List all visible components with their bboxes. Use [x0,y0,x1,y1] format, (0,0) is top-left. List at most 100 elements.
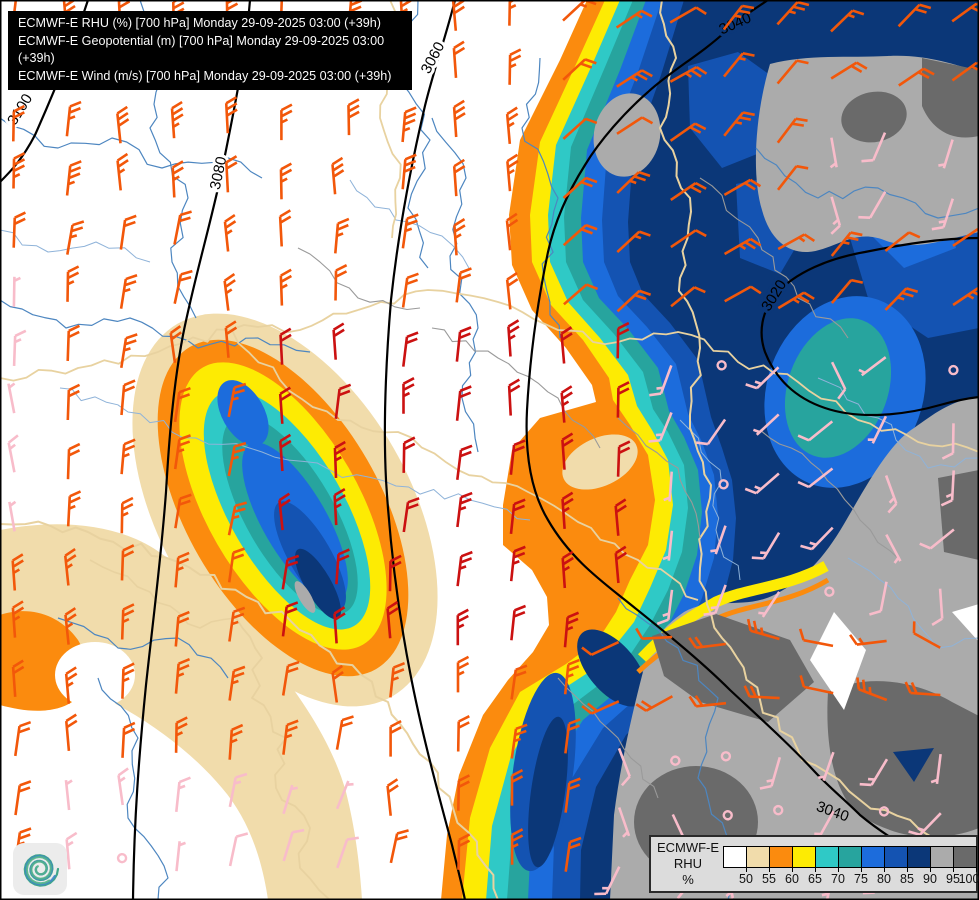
wind-barb [121,662,135,699]
wind-barb [119,214,137,250]
wind-barb [564,836,582,872]
colorbar-tick [769,868,770,872]
legend-unit-label: % [682,872,694,887]
wind-barb [117,767,129,806]
wind-barb [117,0,131,26]
wind-barb [228,606,246,642]
legend-labels: ECMWF-E RHU % [653,840,723,888]
wind-barb [175,776,191,813]
wind-barb [281,660,300,696]
wind-barb [830,361,847,400]
wind-barb [457,774,471,811]
wind-barb [453,218,466,256]
wind-barb [564,718,581,754]
wind-barb [746,618,780,641]
wind-barb [688,695,727,708]
colorbar-tick-label: 90 [923,872,937,886]
wind-barb [797,420,834,442]
wind-barb [758,591,781,618]
wind-barb [861,132,887,163]
wind-barb [669,66,708,83]
wind-barb [635,695,674,712]
wind-barb [228,723,244,760]
wind-barb [948,364,959,376]
wind-barb [120,379,136,416]
colorbar-cell [723,846,747,868]
wind-barb [743,685,780,700]
wind-barb [858,356,887,377]
wind-barb [169,325,182,363]
wind-barb [278,386,292,424]
wind-barb [65,100,82,137]
wind-barb [505,212,519,251]
wind-barb [562,176,598,199]
wind-barb [884,231,921,252]
wind-barb [594,866,621,896]
wind-barb [648,412,673,443]
wind-barb [723,178,762,197]
wind-barb [509,498,526,535]
colorbar-tick [792,868,793,872]
wind-barb [457,833,471,870]
wind-barb [333,487,346,526]
wind-barb [670,286,706,308]
wind-barb [456,715,470,752]
wind-barb [710,525,727,555]
wind-barb [656,589,674,626]
wind-barb [335,780,354,810]
colorbar-cell [930,846,954,868]
wind-barb [120,438,136,475]
wind-barb [455,385,472,421]
wind-barb [66,383,81,421]
wind-barb [563,283,599,306]
wind-barb [931,198,955,231]
wind-barb [389,719,402,757]
wind-barb [759,756,782,790]
wind-barb [561,491,574,529]
wind-barb [402,331,419,367]
colorbar-tick-label: 75 [854,872,868,886]
wind-barb [722,52,755,78]
wind-barb [456,655,470,693]
wind-barb [616,170,651,194]
colorbar-tick-label: 100 [958,872,979,886]
wind-barb [120,496,134,534]
wind-barb [175,841,186,872]
wind-barb [66,265,80,302]
wind-barb [908,812,942,837]
wind-barb [814,810,835,839]
wind-barb [456,608,469,646]
wind-barb [335,548,350,585]
wind-barb [227,382,247,418]
colorbar-tick-label: 80 [877,872,891,886]
wind-barb [856,677,888,702]
wind-barb [278,209,292,247]
wind-barb [776,0,810,26]
wind-barb [688,636,726,649]
wind-barb [282,784,298,815]
wind-barb [282,828,305,862]
wind-barb [228,832,249,867]
wind-barb [334,264,348,301]
wind-barb [228,665,246,701]
wind-barb [11,659,25,697]
wind-barb [919,528,955,550]
colorbar-cell [884,846,908,868]
colorbar-tick-label: 60 [785,872,799,886]
wind-barb [562,223,598,247]
wind-barb [174,716,188,753]
colorbar-tick [953,868,954,872]
wind-barb [824,586,835,597]
wind-barb [279,162,293,200]
wind-barb [402,436,416,473]
wind-barb [64,666,78,704]
wind-barb [505,106,519,145]
wind-barb [616,289,652,313]
wind-barb [744,472,780,495]
wind-barb [800,526,834,551]
colorbar-cell [907,846,931,868]
wind-barb [830,61,868,80]
wind-barb [776,117,808,144]
